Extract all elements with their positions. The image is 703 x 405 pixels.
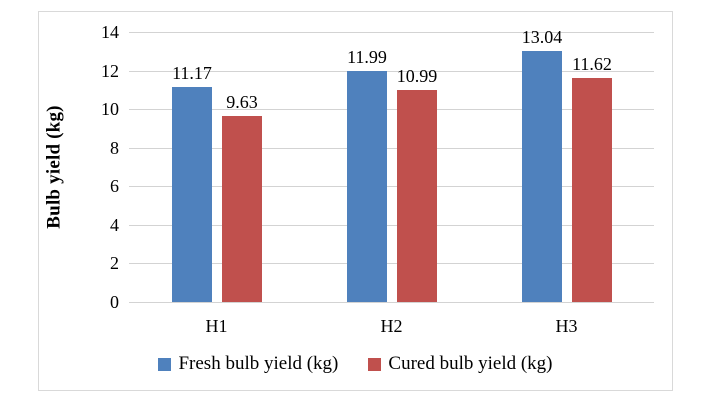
y-tick-12: 12 (101, 61, 119, 81)
gridline-8 (129, 148, 654, 149)
legend-item-fresh: Fresh bulb yield (kg) (158, 353, 338, 375)
bar-h2-cured (397, 90, 437, 302)
bar-value-h1-cured: 9.63 (226, 92, 258, 112)
bar-value-h2-cured: 10.99 (396, 66, 438, 86)
bar-h3-cured (572, 78, 612, 302)
gridline-10 (129, 109, 654, 110)
x-axis-labels: H1 H2 H3 (129, 315, 654, 339)
plot-area: 0 2 4 6 8 10 12 14 11.17 9.63 11.99 10.99 13.04 11.62 (101, 22, 654, 312)
y-tick-6: 6 (110, 176, 119, 196)
y-tick-2: 2 (110, 253, 119, 273)
x-label-h2: H2 (380, 316, 403, 336)
bar-h2-fresh (347, 71, 387, 302)
y-tick-8: 8 (110, 138, 119, 158)
gridline-12 (129, 71, 654, 72)
bar-value-h2-fresh: 11.99 (347, 47, 387, 67)
legend-label-cured: Cured bulb yield (kg) (388, 353, 553, 374)
y-tick-14: 14 (101, 22, 119, 42)
legend-swatch-cured (368, 357, 382, 371)
y-tick-10: 10 (101, 99, 119, 119)
bar-h1-fresh (172, 87, 212, 302)
chart-frame: Bulb yield (kg) 0 2 4 6 8 10 12 14 11.17 9.63 11.9… (38, 11, 673, 391)
y-axis-title-text: Bulb yield (kg) (44, 105, 65, 229)
bar-h1-cured (222, 116, 262, 302)
gridline-0 (129, 302, 654, 303)
x-label-h1: H1 (205, 316, 228, 336)
bar-h3-fresh (522, 51, 562, 302)
legend: Fresh bulb yield (kg) Cured bulb yield (k… (39, 353, 672, 375)
legend-label-fresh: Fresh bulb yield (kg) (178, 353, 339, 374)
legend-item-cured: Cured bulb yield (kg) (368, 353, 553, 375)
bar-value-h1-fresh: 11.17 (172, 63, 212, 83)
bar-value-h3-cured: 11.62 (572, 54, 612, 74)
gridline-4 (129, 225, 654, 226)
gridline-2 (129, 263, 654, 264)
y-tick-0: 0 (110, 292, 119, 312)
gridline-14 (129, 32, 654, 33)
legend-swatch-fresh (158, 357, 172, 371)
x-label-h3: H3 (555, 316, 578, 336)
bar-value-h3-fresh: 13.04 (521, 27, 563, 47)
gridline-6 (129, 186, 654, 187)
y-tick-4: 4 (110, 215, 119, 235)
